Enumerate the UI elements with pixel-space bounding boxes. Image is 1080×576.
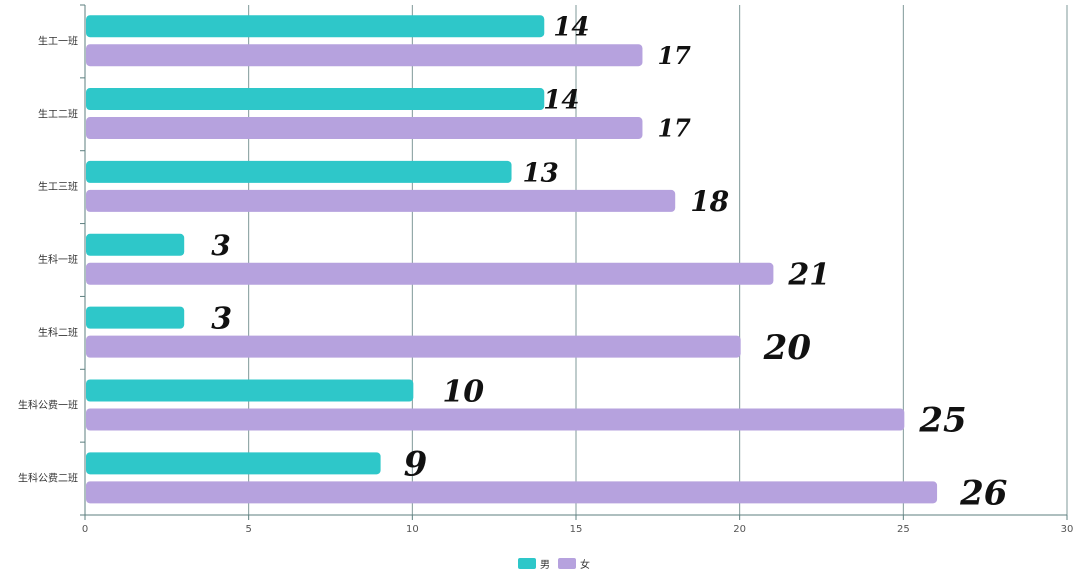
x-tick-label: 15	[570, 524, 583, 535]
data-label: 21	[787, 258, 830, 293]
data-label: 14	[543, 85, 579, 115]
data-label: 17	[657, 114, 691, 143]
x-tick-label: 30	[1061, 524, 1074, 535]
bar-female[interactable]	[86, 262, 774, 285]
bar-female[interactable]	[86, 408, 905, 431]
bar-male[interactable]	[86, 160, 512, 183]
x-tick-label: 20	[733, 524, 746, 535]
x-tick-label: 5	[245, 524, 251, 535]
bar-male[interactable]	[86, 452, 381, 475]
x-tick-label: 25	[897, 524, 910, 535]
category-label: 生工三班	[38, 180, 78, 193]
category-label: 生科公费二班	[18, 472, 78, 485]
data-label: 18	[690, 185, 729, 218]
data-label: 3	[211, 301, 232, 336]
x-tick-label: 0	[82, 524, 88, 535]
axes: 0 5 10 15 20 25 30 生工一班生工二班生工三班生科一班生科二班生科公费一班生科…	[18, 4, 1074, 535]
legend-swatch[interactable]	[518, 558, 536, 569]
bar-male[interactable]	[86, 379, 414, 402]
data-label: 3	[211, 229, 230, 262]
legend-swatch[interactable]	[558, 558, 576, 569]
bar-female[interactable]	[86, 44, 643, 67]
category-label: 生工一班	[38, 34, 78, 47]
bar-male[interactable]	[86, 306, 185, 329]
legend-item-label[interactable]: 女	[580, 558, 590, 571]
category-label: 生工二班	[38, 107, 78, 120]
bar-female[interactable]	[86, 335, 741, 358]
bar-male[interactable]	[86, 88, 545, 111]
data-label: 9	[404, 445, 428, 485]
data-label: 20	[763, 328, 812, 368]
data-label: 10	[442, 374, 484, 409]
data-label: 25	[918, 401, 966, 441]
category-label: 生科公费一班	[18, 399, 78, 412]
bar-male[interactable]	[86, 233, 185, 256]
bar-male[interactable]	[86, 15, 545, 38]
bar-female[interactable]	[86, 117, 643, 140]
data-label: 13	[523, 158, 559, 188]
data-label: 17	[657, 41, 691, 70]
bar-female[interactable]	[86, 189, 676, 212]
legend[interactable]: 男女	[518, 558, 590, 571]
bar-female[interactable]	[86, 481, 938, 504]
data-labels: 14 17 14 17 13 18 3 21 3 20 10 25 9 26	[211, 13, 1007, 514]
data-label: 26	[959, 474, 1007, 514]
x-tick-label: 10	[406, 524, 419, 535]
bars	[86, 15, 938, 504]
legend-item-label[interactable]: 男	[540, 559, 550, 571]
category-label: 生科二班	[38, 326, 78, 339]
data-label: 14	[553, 13, 589, 43]
category-label: 生科一班	[38, 253, 78, 266]
